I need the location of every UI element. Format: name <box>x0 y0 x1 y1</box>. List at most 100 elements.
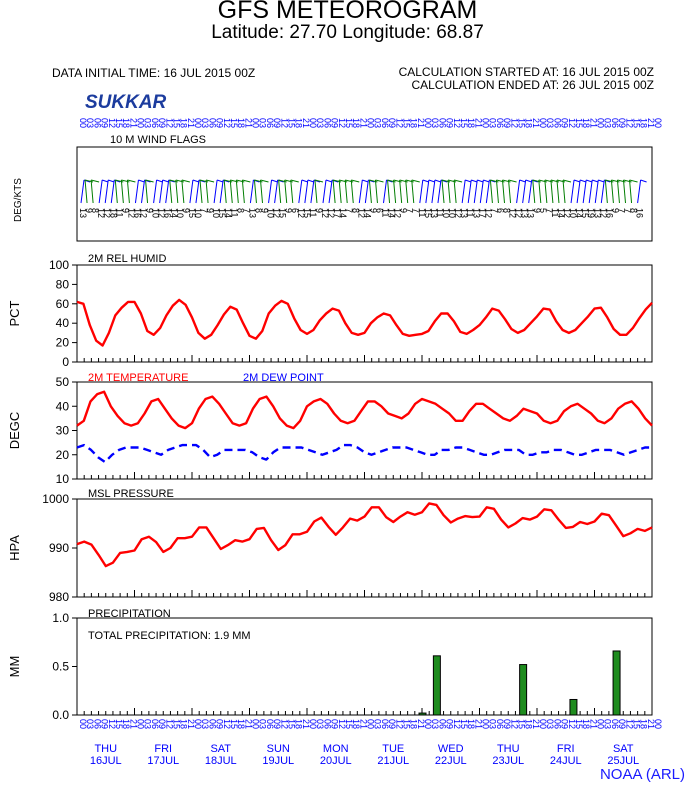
top-hour-label: 18 <box>121 118 131 128</box>
top-hour-label: 21 <box>473 118 483 128</box>
wind-speed-label: 9 <box>314 208 324 213</box>
wind-barb <box>467 179 472 204</box>
wind-barb <box>328 179 333 204</box>
wind-speed-label: 16 <box>163 208 173 218</box>
temperature-frame <box>76 381 653 480</box>
bottom-hour-label: 12 <box>222 719 232 729</box>
top-hour-label: 00 <box>78 118 88 128</box>
wind-speed-label: 10 <box>568 208 578 218</box>
wind-barb <box>508 179 512 204</box>
wind-barb-flag <box>483 179 490 183</box>
wind-speed-label: 12 <box>139 208 149 218</box>
wind-barb <box>594 179 599 204</box>
top-hour-label: 18 <box>466 118 476 128</box>
wind-barb <box>495 179 499 204</box>
bottom-hour-label: 03 <box>258 719 268 729</box>
wind-speed-label: 7 <box>411 208 421 213</box>
wind-barb <box>588 179 593 204</box>
wind-barb-flag <box>573 179 581 183</box>
bottom-hour-label: 21 <box>186 719 196 729</box>
top-hour-label: 09 <box>502 118 512 128</box>
wind-speed-label: 14 <box>338 208 348 218</box>
day-of-week-label: MON <box>323 743 349 755</box>
bottom-hour-label: 15 <box>171 719 181 729</box>
wind-barb <box>199 179 203 204</box>
temperature-ylabel: DEGC <box>7 412 22 450</box>
top-hour-label: 06 <box>437 118 447 128</box>
date-label: 20JUL <box>320 755 352 767</box>
day-of-week-label: THU <box>497 743 520 755</box>
bottom-hour-label: 03 <box>200 719 210 729</box>
location-subtitle: Latitude: 27.70 Longitude: 68.87 <box>211 22 484 43</box>
wind-speed-label: 14 <box>556 208 566 218</box>
precip-bar <box>519 664 528 716</box>
bottom-hour-label: 12 <box>394 719 404 729</box>
wind-barb-flag <box>307 179 315 183</box>
wind-barb <box>338 179 342 204</box>
wind-speed-label: 11 <box>229 208 239 217</box>
bottom-hour-label: 03 <box>373 719 383 729</box>
top-hour-label: 06 <box>265 118 275 128</box>
top-hour-label: 03 <box>85 118 95 128</box>
bottom-hour-label: 03 <box>603 719 613 729</box>
top-hour-label: 15 <box>631 118 641 128</box>
humidity-ylabel: PCT <box>7 300 22 326</box>
wind-speed-label: 11 <box>550 208 560 217</box>
wind-barb <box>358 179 363 204</box>
bottom-hour-label: 00 <box>538 719 548 729</box>
top-hour-label: 00 <box>366 118 376 128</box>
wind-barb <box>165 179 170 204</box>
wind-speed-label: 12 <box>320 208 330 218</box>
wind-ylabel: DEG/KTS <box>13 178 24 222</box>
day-of-week-label: SUN <box>267 743 290 755</box>
wind-barb-flag <box>464 179 472 183</box>
wind-barb <box>374 179 378 204</box>
bottom-hour-label: 18 <box>121 719 131 729</box>
bottom-hour-label: 12 <box>279 719 289 729</box>
wind-speed-label: 9 <box>145 208 155 213</box>
humidity-frame <box>76 264 653 363</box>
precip-bar <box>612 650 621 716</box>
top-hour-label: 03 <box>430 118 440 128</box>
bottom-hour-label: 09 <box>215 719 225 729</box>
bottom-hour-label: 00 <box>366 719 376 729</box>
bottom-hour-label: 06 <box>265 719 275 729</box>
temperature-ytick-label: 20 <box>56 448 70 462</box>
wind-speed-label: 10 <box>441 208 451 218</box>
date-label: 18JUL <box>205 755 237 767</box>
bottom-hour-label: 12 <box>567 719 577 729</box>
wind-speed-label: 12 <box>393 208 403 218</box>
wind-barb <box>604 179 608 204</box>
top-hour-label: 00 <box>251 118 261 128</box>
wind-barb <box>405 179 409 204</box>
humidity-ytick-label: 0 <box>62 355 69 369</box>
wind-barb-flag <box>453 179 463 183</box>
wind-barb <box>461 179 466 204</box>
wind-barb <box>223 179 227 204</box>
wind-speed-label: 19 <box>586 208 596 218</box>
wind-barb-flag <box>411 179 420 183</box>
bottom-hour-label: 03 <box>85 719 95 729</box>
top-hour-label: 06 <box>552 118 562 128</box>
pressure-ytick-label: 1000 <box>42 492 69 506</box>
precip-ytick-label: 1.0 <box>52 611 69 625</box>
wind-barb <box>314 179 318 204</box>
wind-speed-label: 7 <box>489 208 499 213</box>
top-hour-label: 18 <box>524 118 534 128</box>
humidity-ytick-label: 80 <box>56 277 70 291</box>
wind-barb <box>310 179 315 204</box>
top-hour-label: 21 <box>186 118 196 128</box>
bottom-hour-label: 09 <box>387 719 397 729</box>
top-hour-label: 03 <box>143 118 153 128</box>
top-hour-label: 15 <box>114 118 124 128</box>
top-hour-label: 21 <box>588 118 598 128</box>
wind-barb <box>260 179 263 204</box>
wind-barb-flag <box>519 179 526 183</box>
wind-barb <box>532 179 536 204</box>
pressure-ytick-label: 990 <box>49 541 69 555</box>
bottom-hour-label: 09 <box>560 719 570 729</box>
wind-barb <box>522 179 527 204</box>
wind-barb-flag <box>260 179 269 183</box>
wind-barb-flag <box>108 179 115 183</box>
bottom-hour-label: 21 <box>646 719 656 729</box>
